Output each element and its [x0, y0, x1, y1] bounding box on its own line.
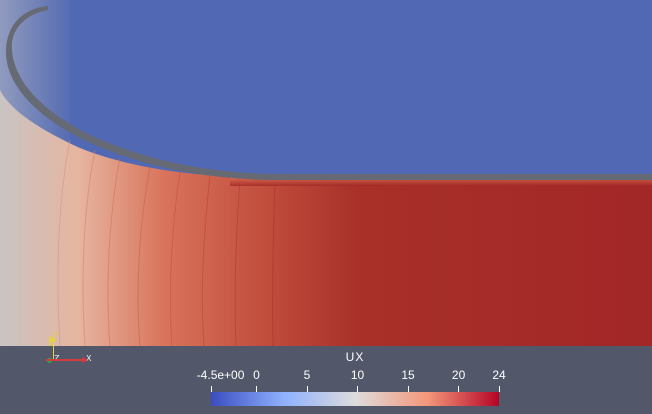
axis-y-label: Y — [53, 331, 58, 340]
axis-x-label: X — [86, 354, 92, 363]
colorbar-tick — [458, 386, 460, 392]
colorbar-tick-label: 5 — [303, 368, 311, 382]
axis-x-line — [46, 359, 86, 361]
colorbar-tick — [407, 386, 409, 392]
colorbar-tick-label: 24 — [492, 368, 506, 382]
colorbar-tick — [498, 386, 500, 392]
colorbar — [211, 392, 499, 406]
colorbar-title: UX — [345, 350, 365, 364]
axis-y-arrow — [50, 336, 56, 342]
colorbar-tick — [357, 386, 359, 392]
colorbar-tick — [210, 386, 212, 392]
orientation-axes — [49, 336, 51, 346]
colorbar-tick-label: 20 — [451, 368, 466, 382]
axis-y-line — [52, 341, 54, 359]
boundary-layer — [230, 178, 652, 186]
velocity-field-plot — [0, 0, 652, 346]
colorbar-tick-label: 15 — [401, 368, 415, 382]
axis-z-marker — [47, 358, 52, 363]
axis-z-label: Z — [54, 354, 59, 363]
colorbar-tick-label: -4.5e+00 — [196, 368, 245, 382]
lower-region — [0, 90, 652, 346]
colorbar-tick — [306, 386, 308, 392]
colorbar-tick — [255, 386, 257, 392]
colorbar-tick-label: 0 — [253, 368, 260, 382]
colorbar-tick-label: 10 — [350, 368, 365, 382]
render-viewport[interactable] — [0, 0, 652, 346]
axis-x-arrow — [82, 357, 88, 363]
contour-bands — [57, 139, 276, 346]
